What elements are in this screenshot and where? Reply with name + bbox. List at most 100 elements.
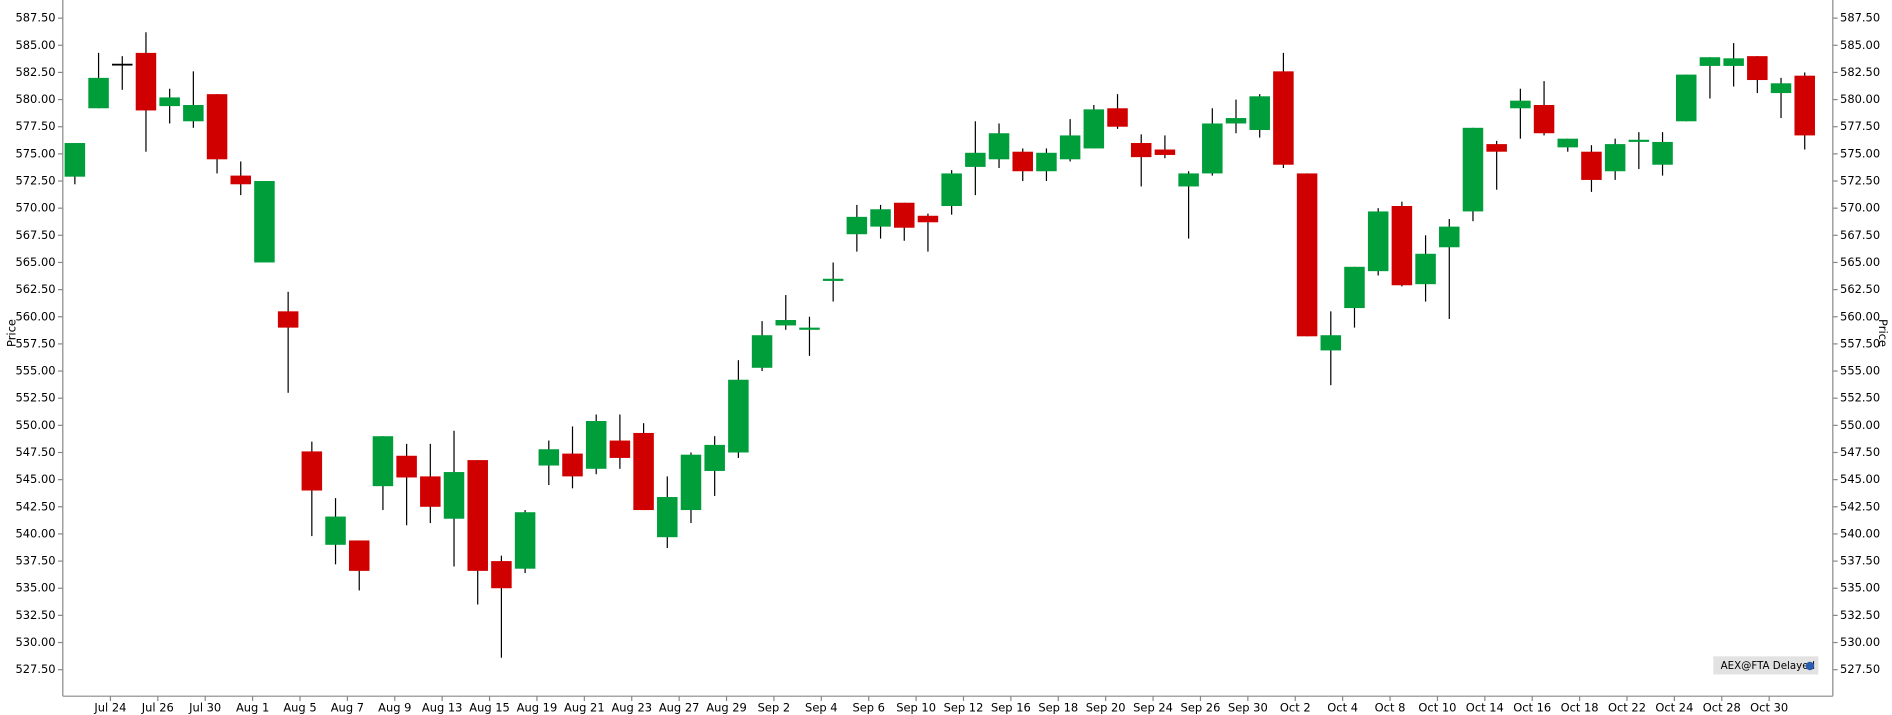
x-tick-label: Sep 20 (1086, 701, 1126, 715)
candle-body (988, 133, 1010, 160)
y-tick-label-right: 587.50 (1840, 11, 1880, 25)
y-tick-label-right: 562.50 (1840, 282, 1880, 296)
x-tick-label: Sep 18 (1038, 701, 1078, 715)
y-tick-label-right: 582.50 (1840, 65, 1880, 79)
y-tick-label: 585.00 (15, 38, 55, 52)
x-tick-label: Sep 6 (852, 701, 885, 715)
candle-body (1604, 144, 1626, 172)
candle-body (1249, 96, 1270, 130)
candle-body (1202, 123, 1223, 174)
y-tick-label-right: 547.50 (1840, 445, 1880, 459)
x-tick-label: Sep 12 (944, 701, 984, 715)
x-tick-label: Sep 4 (805, 701, 838, 715)
candle-body (965, 152, 986, 167)
candle-body (1012, 151, 1033, 172)
x-tick-label: Sep 30 (1228, 701, 1268, 715)
candle-body (135, 52, 157, 111)
candle-body (1154, 149, 1176, 155)
x-tick-label: Aug 23 (611, 701, 652, 715)
candle-body (325, 516, 346, 545)
y-tick-label-right: 530.00 (1840, 635, 1880, 649)
candle-body (159, 97, 180, 107)
x-tick-label: Aug 1 (236, 701, 269, 715)
candle-body (870, 209, 891, 227)
y-axis-title: Price (5, 319, 19, 347)
y-tick-label: 570.00 (15, 201, 55, 215)
x-tick-label: Jul 30 (188, 701, 221, 715)
candle-body (443, 472, 465, 519)
candle-body (633, 432, 654, 511)
candle-body (1699, 57, 1721, 66)
candle-body (917, 215, 939, 223)
candle-body (1178, 173, 1199, 187)
y-tick-label-right: 540.00 (1840, 526, 1880, 540)
y-tick-label-right: 557.50 (1840, 336, 1880, 350)
x-tick-label: Aug 27 (659, 701, 700, 715)
x-tick-label: Sep 16 (991, 701, 1031, 715)
x-tick-label: Oct 8 (1375, 701, 1406, 715)
candle-body (680, 454, 702, 511)
watermark-icon (1805, 661, 1815, 671)
x-tick-label: Aug 5 (283, 701, 316, 715)
candle-body (1439, 226, 1460, 248)
candle-body (1652, 141, 1673, 165)
candle-body (1675, 74, 1697, 122)
y-tick-label: 567.50 (15, 228, 55, 242)
candle-body (301, 451, 323, 491)
y-tick-label: 577.50 (15, 119, 55, 133)
y-tick-label: 545.00 (15, 472, 55, 486)
x-tick-label: Aug 15 (469, 701, 510, 715)
x-tick-label: Oct 2 (1280, 701, 1311, 715)
candle-body (562, 453, 583, 477)
x-tick-label: Oct 10 (1418, 701, 1456, 715)
x-tick-label: Oct 22 (1608, 701, 1646, 715)
y-tick-label-right: 552.50 (1840, 391, 1880, 405)
y-tick-label: 565.00 (15, 255, 55, 269)
y-tick-label-right: 577.50 (1840, 119, 1880, 133)
candle-body (704, 444, 725, 471)
candle-body (230, 175, 252, 185)
candle-body (420, 476, 441, 507)
candle-body (585, 421, 607, 469)
y-tick-label-right: 585.00 (1840, 38, 1880, 52)
candle-body (751, 335, 773, 368)
candle-body (1533, 105, 1555, 134)
y-tick-label-right: 567.50 (1840, 228, 1880, 242)
candle-body (846, 216, 868, 235)
y-tick-label-right: 572.50 (1840, 174, 1880, 188)
y-axis-title-right: Price (1876, 319, 1890, 347)
x-tick-label: Aug 9 (378, 701, 411, 715)
candle-body (1557, 138, 1579, 148)
x-tick-label: Oct 28 (1703, 701, 1741, 715)
y-tick-label: 537.50 (15, 554, 55, 568)
y-tick-label-right: 580.00 (1840, 92, 1880, 106)
y-tick-label: 575.00 (15, 146, 55, 160)
candle-body (799, 327, 820, 330)
y-tick-label-right: 545.00 (1840, 472, 1880, 486)
candle-body (1628, 139, 1650, 142)
x-tick-label: Sep 24 (1133, 701, 1173, 715)
x-tick-label: Oct 24 (1655, 701, 1693, 715)
candle-body (1747, 56, 1768, 81)
x-tick-label: Jul 26 (141, 701, 174, 715)
candle-body (822, 278, 844, 281)
candle-body (657, 497, 678, 538)
candle-body (112, 63, 133, 66)
candle-body (609, 440, 631, 458)
y-tick-label: 560.00 (15, 309, 55, 323)
candle-body (183, 105, 204, 122)
candle-body (1723, 58, 1744, 66)
y-tick-label-right: 537.50 (1840, 554, 1880, 568)
candle-body (941, 173, 962, 206)
x-tick-label: Aug 19 (517, 701, 558, 715)
y-tick-label-right: 550.00 (1840, 418, 1880, 432)
candle-body (1391, 205, 1413, 286)
candle-body (1130, 143, 1152, 158)
candle-body (514, 512, 536, 569)
candle-body (775, 320, 797, 326)
candle-body (1059, 135, 1081, 160)
candle-body (538, 449, 560, 466)
y-tick-label: 562.50 (15, 282, 55, 296)
candle-body (348, 540, 370, 571)
